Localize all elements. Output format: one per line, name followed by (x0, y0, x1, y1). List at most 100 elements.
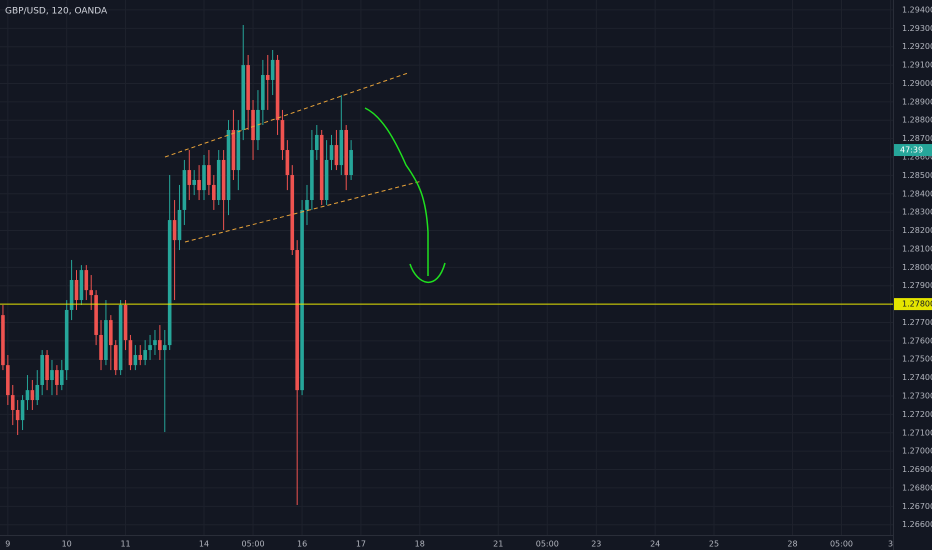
x-tick-label: 23 (591, 540, 601, 549)
y-tick-label: 1.27600 (902, 336, 932, 345)
candle-body (280, 120, 285, 151)
x-tick-label: 28 (787, 540, 797, 549)
candle-body (167, 220, 172, 346)
candle-body (226, 129, 231, 201)
y-tick-label: 1.28400 (902, 189, 932, 198)
candle-body (59, 370, 64, 385)
forecast-arrowhead (409, 262, 446, 284)
candle-body (334, 145, 339, 166)
candle-body (94, 295, 98, 335)
candle-body (344, 129, 349, 176)
candle-body (329, 145, 334, 160)
candle-body (35, 384, 40, 401)
candle-body (55, 370, 59, 385)
candle-body (74, 280, 79, 301)
candle-body (182, 170, 187, 210)
countdown-box (894, 144, 932, 157)
candle-body (158, 340, 162, 351)
level-label: 1.27800 (902, 300, 932, 309)
candle-body (285, 150, 290, 176)
candle-body (99, 334, 103, 360)
x-tick-label: 14 (199, 540, 209, 549)
forecast-arrow (364, 107, 429, 276)
y-tick-label: 1.27100 (902, 428, 932, 437)
candle-body (310, 150, 314, 201)
y-tick-label: 1.26600 (902, 520, 932, 529)
candle-body (251, 109, 255, 141)
candle-body (305, 200, 309, 210)
chart-title: GBP/USD, 120, OANDA (5, 7, 108, 17)
y-tick-label: 1.27500 (902, 355, 932, 364)
candle-body (118, 305, 123, 371)
candle-body (15, 409, 20, 421)
countdown-label: 47:39 (900, 146, 923, 155)
candle-body (30, 390, 35, 401)
candle-body (153, 340, 157, 346)
y-tick-label: 1.27400 (902, 373, 932, 382)
grid (0, 0, 893, 535)
candle-body (148, 345, 152, 351)
x-tick-label: 3 (888, 540, 893, 549)
x-tick-label: 10 (62, 540, 72, 549)
candle-body (246, 65, 250, 110)
candle-body (172, 220, 177, 241)
y-tick-label: 1.29000 (902, 79, 932, 88)
x-tick-label: 05:00 (536, 540, 559, 549)
candle-body (89, 290, 94, 296)
y-tick-label: 1.26800 (902, 483, 932, 492)
candle-body (241, 65, 246, 130)
candle-body (265, 75, 270, 80)
candle-body (339, 129, 344, 166)
candle-body (207, 165, 211, 185)
y-tick-label: 1.27200 (902, 410, 932, 419)
candle-body (192, 179, 196, 185)
y-tick-label: 1.29300 (902, 24, 932, 33)
candle-body (79, 270, 84, 301)
lower-channel-line (184, 180, 423, 243)
candle-body (319, 134, 324, 201)
candle-body (123, 305, 128, 341)
x-tick-label: 21 (493, 540, 503, 549)
candle-body (295, 250, 299, 391)
candle-body (349, 150, 353, 176)
candle-body (128, 340, 133, 366)
y-tick-label: 1.29100 (902, 61, 932, 70)
candle-body (236, 129, 241, 171)
candle-body (84, 270, 89, 291)
y-tick-label: 1.28300 (902, 208, 932, 217)
candle-body (221, 159, 226, 201)
x-tick-label: 24 (650, 540, 660, 549)
x-tick-label: 05:00 (242, 540, 265, 549)
upper-channel-line (164, 72, 409, 158)
candle-body (133, 355, 138, 366)
y-tick-label: 1.28200 (902, 226, 932, 235)
candle-body (212, 184, 216, 201)
candle-body (187, 170, 192, 185)
x-tick-label: 05:00 (830, 540, 853, 549)
x-tick-label: 11 (120, 540, 130, 549)
candle-body (20, 400, 25, 421)
x-tick-label: 18 (415, 540, 425, 549)
y-tick-label: 1.29200 (902, 42, 932, 51)
candles (0, 25, 893, 506)
candle-body (50, 370, 54, 381)
drawings (164, 72, 446, 284)
candle-body (138, 355, 143, 360)
x-tick-label: 16 (297, 540, 307, 549)
candle-body (177, 209, 182, 241)
candle-body (290, 175, 295, 251)
y-tick-label: 1.26700 (902, 502, 932, 511)
candle-body (314, 134, 319, 151)
candle-body (64, 309, 69, 371)
y-tick-label: 1.28500 (902, 171, 932, 180)
candle-body (275, 59, 280, 121)
candle-body (113, 345, 118, 371)
level-label-box (894, 298, 932, 311)
x-tick-label: 17 (356, 540, 366, 549)
y-tick-label: 1.28100 (902, 244, 932, 253)
y-tick-label: 1.29400 (902, 5, 932, 14)
y-tick-label: 1.28700 (902, 134, 932, 143)
candle-body (10, 395, 15, 410)
